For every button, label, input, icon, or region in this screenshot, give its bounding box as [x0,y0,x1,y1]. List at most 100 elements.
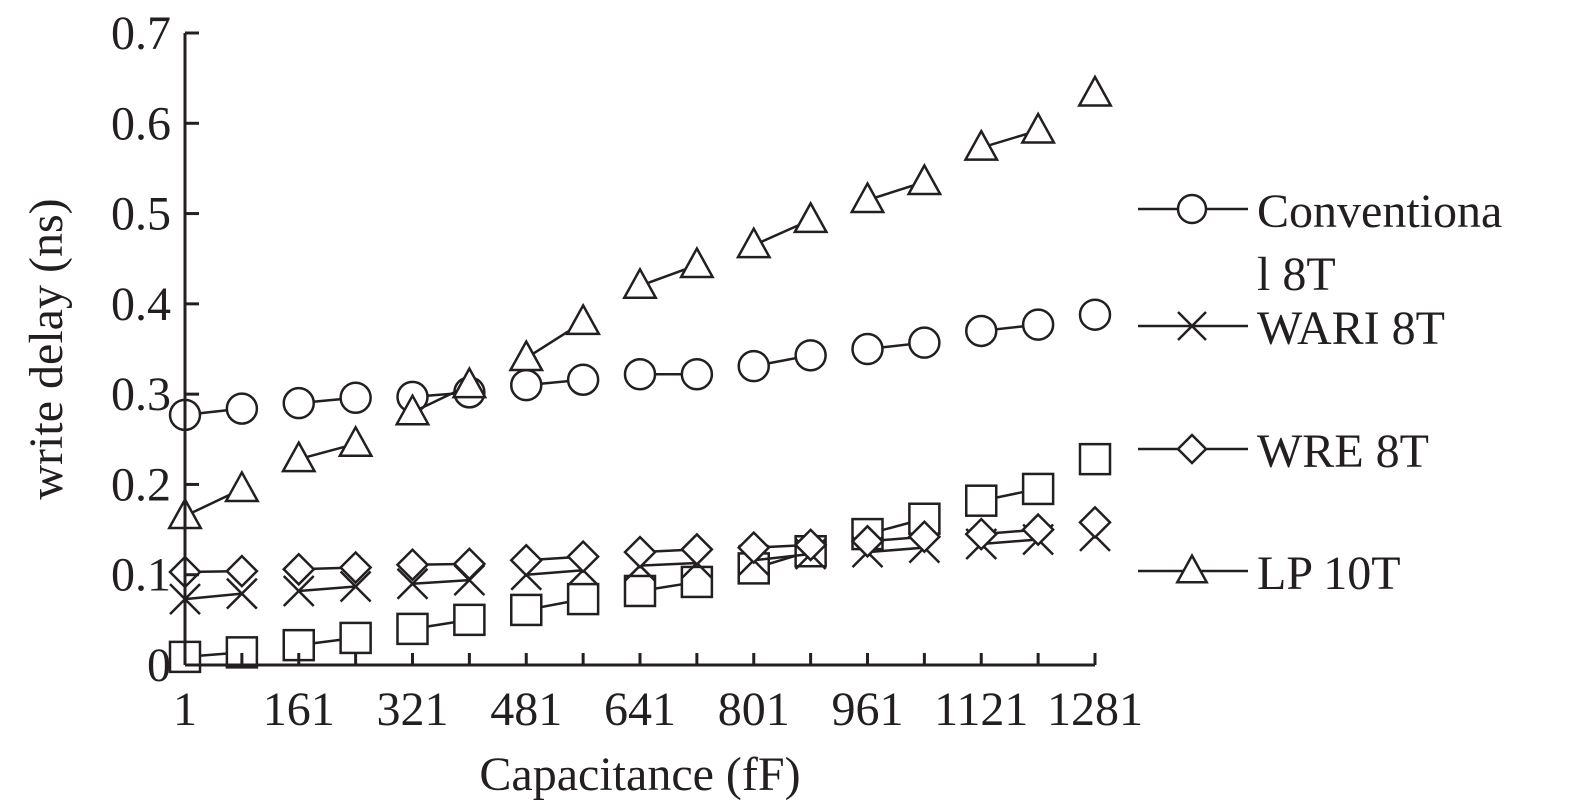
data-point-diamond [964,517,999,551]
legend-label: WARI 8T [1257,302,1445,355]
data-point-diamond [225,554,259,588]
data-point-triangle [963,128,1000,161]
y-axis-title: write delay (ns) [20,198,73,499]
data-point-diamond [850,524,885,559]
data-point-triangle [906,162,943,196]
legend-label: WRE 8T [1257,425,1429,478]
legend-label: l 8T [1257,248,1336,301]
series-segment [184,592,242,601]
data-point-square [510,593,543,627]
data-point-triangle [679,245,715,279]
data-point-square [453,603,486,637]
x-tick-label: 321 [377,683,449,736]
data-point-square [282,628,315,662]
series-diamond [168,505,1112,589]
data-point-triangle [280,440,317,473]
data-point-square [623,574,657,608]
data-point-square [566,582,600,616]
data-point-diamond [452,547,487,581]
data-point-square [965,484,998,517]
data-point-diamond [793,528,828,562]
data-point-triangle [565,302,601,336]
data-point-diamond [736,530,771,565]
data-point-circle [965,314,998,348]
legend-marker-x [1177,311,1207,341]
x-tick-label: 1281 [1047,683,1143,736]
data-point-x [339,570,372,603]
y-tick-label: 0.6 [111,97,171,150]
data-point-circle [851,332,884,366]
x-tick-label: 1121 [934,683,1028,736]
data-point-triangle [1020,111,1056,144]
series-segment [639,561,697,567]
data-point-triangle [622,266,658,300]
data-point-square [396,612,429,646]
data-point-circle [794,339,827,372]
y-tick-label: 0.1 [111,549,171,602]
data-point-circle [1078,298,1112,331]
y-tick-label: 0.3 [111,368,171,421]
data-point-triangle [337,424,374,458]
y-tick-label: 0.2 [111,458,171,511]
data-point-circle [225,392,259,425]
data-point-square [339,621,372,655]
y-tick-label: 0.7 [111,7,171,60]
data-point-diamond [566,539,600,574]
data-point-square [225,636,259,669]
y-tick-label: 0 [147,639,171,692]
y-tick-label: 0.5 [111,188,171,241]
data-point-circle [908,326,941,359]
data-point-diamond [680,532,714,567]
series-segment [981,538,1039,546]
legend-marker-circle [1176,193,1208,225]
x-tick-label: 481 [490,683,562,736]
data-point-circle [737,349,770,383]
data-point-triangle [451,366,488,399]
series-segment [298,585,356,593]
data-point-diamond [281,552,316,587]
x-tick-label: 1 [173,683,197,736]
legend-label: LP 10T [1257,547,1401,600]
legend-marker-diamond [1176,433,1208,465]
series-segment [412,578,470,585]
x-axis-title: Capacitance (fF) [479,748,800,801]
data-point-diamond [623,535,657,569]
data-point-triangle [792,200,829,234]
data-point-triangle [508,338,545,372]
data-point-circle [680,358,714,391]
data-point-diamond [395,548,430,582]
series-segment [867,546,925,554]
data-point-diamond [338,550,373,585]
axes: 0 0.1 0.2 0.3 0.4 0.5 0.6 0.7 1 161 321 481 641 801 96… [111,7,1143,736]
legend-item: Conventiona l 8T [1138,185,1502,301]
y-tick-label: 0.4 [111,278,171,331]
data-point-circle [510,368,543,402]
data-point-x [225,577,258,610]
data-point-circle [339,381,372,415]
data-point-diamond [1021,512,1055,547]
data-point-triangle [849,180,886,214]
data-point-x [282,575,315,607]
data-point-circle [1021,308,1055,341]
data-point-circle [623,358,657,391]
data-point-square [1078,442,1112,476]
plot-area [167,74,1113,674]
data-point-circle [282,386,315,420]
x-tick-label: 961 [832,683,904,736]
legend-item: WARI 8T [1138,302,1445,355]
data-point-square [680,565,714,599]
data-point-x [396,567,429,600]
data-point-diamond [1078,505,1112,540]
legend-item: LP 10T [1138,547,1401,600]
data-point-diamond [907,520,942,554]
legend-label: Conventiona [1257,185,1502,238]
data-point-diamond [509,543,544,578]
legend-marker-triangle [1175,553,1209,584]
x-tick-label: 641 [604,683,676,736]
series-segment [526,568,584,576]
series-segment [753,552,811,562]
series-circle [168,298,1112,432]
data-point-circle [566,363,600,396]
